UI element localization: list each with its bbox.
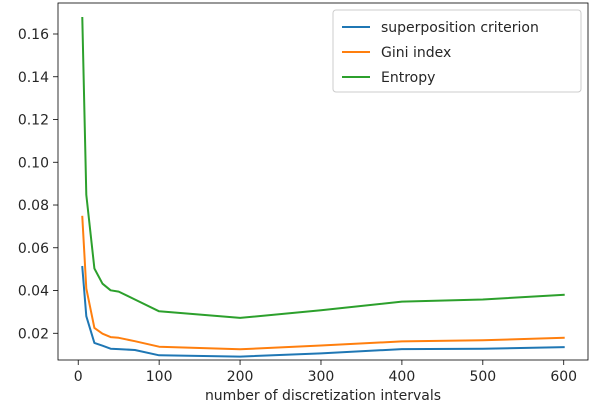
x-tick-label: 0: [74, 369, 83, 385]
y-tick-label: 0.08: [18, 198, 49, 214]
legend: superposition criterion Gini index Entropy: [332, 9, 582, 93]
x-tick-label: 400: [389, 369, 416, 385]
y-tick-label: 0.14: [18, 70, 49, 86]
y-tick-label: 0.12: [18, 113, 49, 129]
y-axis-ticks: 0.02 0.04 0.06 0.08 0.10 0.12 0.14 0.16: [18, 27, 58, 342]
legend-box: [332, 9, 582, 93]
x-tick-label: 300: [308, 369, 335, 385]
legend-entry: superposition criterion: [381, 20, 539, 36]
x-tick-label: 600: [550, 369, 577, 385]
x-axis-ticks: 0 100 200 300 400 500 600: [74, 360, 577, 385]
x-tick-label: 200: [227, 369, 254, 385]
x-axis-label: number of discretization intervals: [205, 388, 441, 404]
legend-entry: Gini index: [381, 45, 451, 61]
y-tick-label: 0.06: [18, 241, 49, 257]
series-line-1: [81, 265, 565, 358]
x-tick-label: 500: [469, 369, 496, 385]
x-tick-label: 100: [146, 369, 173, 385]
y-tick-label: 0.10: [18, 155, 49, 171]
series-line-3: [81, 16, 565, 319]
y-tick-label: 0.04: [18, 284, 49, 300]
series-line-2: [81, 215, 565, 351]
plot-frame: [57, 2, 589, 361]
legend-entry: Entropy: [381, 70, 435, 86]
plot-area: [57, 2, 589, 361]
y-tick-label: 0.16: [18, 27, 49, 43]
y-tick-label: 0.02: [18, 326, 49, 342]
series-layer: [81, 16, 565, 358]
